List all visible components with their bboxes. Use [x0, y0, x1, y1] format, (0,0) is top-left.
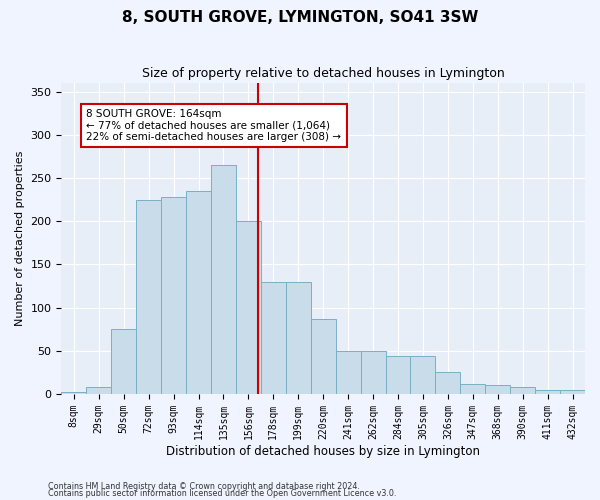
Bar — [286, 282, 311, 394]
Bar — [510, 387, 535, 394]
Bar — [211, 165, 236, 394]
Bar — [436, 372, 460, 394]
Y-axis label: Number of detached properties: Number of detached properties — [15, 151, 25, 326]
Text: 8, SOUTH GROVE, LYMINGTON, SO41 3SW: 8, SOUTH GROVE, LYMINGTON, SO41 3SW — [122, 10, 478, 25]
Bar — [236, 221, 261, 394]
Title: Size of property relative to detached houses in Lymington: Size of property relative to detached ho… — [142, 68, 505, 80]
Bar — [361, 351, 386, 394]
Bar — [485, 386, 510, 394]
Bar — [410, 356, 436, 394]
Text: Contains HM Land Registry data © Crown copyright and database right 2024.: Contains HM Land Registry data © Crown c… — [48, 482, 360, 491]
X-axis label: Distribution of detached houses by size in Lymington: Distribution of detached houses by size … — [166, 444, 480, 458]
Text: 8 SOUTH GROVE: 164sqm
← 77% of detached houses are smaller (1,064)
22% of semi-d: 8 SOUTH GROVE: 164sqm ← 77% of detached … — [86, 109, 341, 142]
Bar — [460, 384, 485, 394]
Bar — [111, 329, 136, 394]
Bar — [136, 200, 161, 394]
Bar — [386, 356, 410, 394]
Text: Contains public sector information licensed under the Open Government Licence v3: Contains public sector information licen… — [48, 490, 397, 498]
Bar — [335, 351, 361, 394]
Bar — [535, 390, 560, 394]
Bar — [86, 387, 111, 394]
Bar — [161, 197, 186, 394]
Bar — [560, 390, 585, 394]
Bar — [61, 392, 86, 394]
Bar — [186, 191, 211, 394]
Bar — [311, 319, 335, 394]
Bar — [261, 282, 286, 394]
